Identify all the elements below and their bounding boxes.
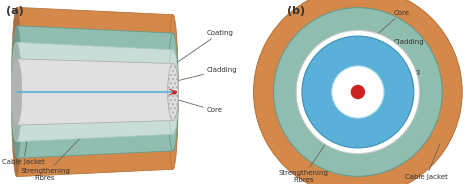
- Text: Coating: Coating: [365, 60, 420, 75]
- Ellipse shape: [332, 66, 384, 118]
- Ellipse shape: [296, 30, 419, 154]
- Text: Cable Jacket: Cable Jacket: [405, 144, 448, 180]
- Ellipse shape: [168, 50, 178, 134]
- Ellipse shape: [168, 63, 178, 121]
- Ellipse shape: [254, 0, 462, 184]
- Ellipse shape: [11, 7, 22, 177]
- Text: (b): (b): [287, 6, 305, 15]
- Ellipse shape: [273, 8, 442, 176]
- Text: Strengthening
Fibres: Strengthening Fibres: [20, 137, 81, 181]
- Polygon shape: [17, 42, 173, 142]
- Ellipse shape: [11, 59, 22, 125]
- Polygon shape: [17, 26, 173, 158]
- Text: (a): (a): [6, 6, 23, 15]
- Text: Coating: Coating: [175, 30, 233, 64]
- Polygon shape: [17, 7, 173, 177]
- Text: Core: Core: [176, 99, 222, 113]
- Ellipse shape: [168, 33, 178, 151]
- Text: Cable Jacket: Cable Jacket: [2, 133, 45, 165]
- Text: Cladding: Cladding: [363, 39, 424, 54]
- Text: Cladding: Cladding: [176, 67, 237, 81]
- Ellipse shape: [11, 26, 22, 158]
- Ellipse shape: [302, 36, 414, 148]
- Ellipse shape: [11, 42, 22, 142]
- Ellipse shape: [168, 15, 178, 169]
- Polygon shape: [17, 59, 173, 125]
- Ellipse shape: [351, 85, 365, 99]
- Text: Core: Core: [360, 10, 410, 50]
- Text: Strengthening
Fibres: Strengthening Fibres: [278, 144, 328, 183]
- Ellipse shape: [168, 63, 178, 121]
